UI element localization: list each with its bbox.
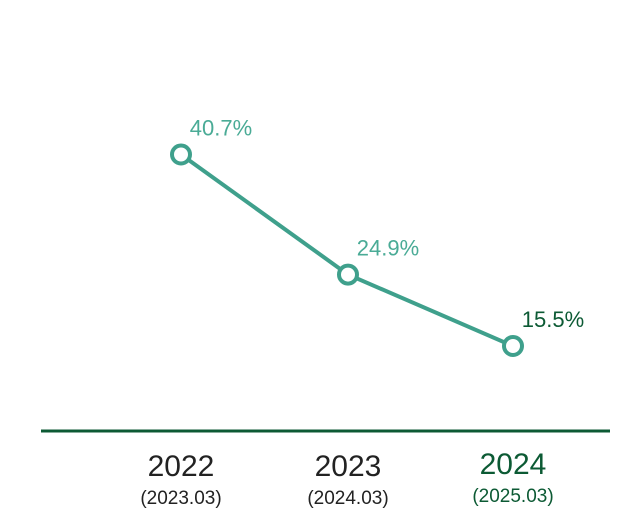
- x-tick-label-2022: 2022: [148, 450, 215, 483]
- x-tick-label-2023: 2023: [315, 450, 382, 483]
- x-tick-sublabel-2022: (2023.03): [140, 488, 221, 509]
- data-label-2024: 15.5%: [522, 307, 584, 332]
- data-label-2022: 40.7%: [190, 116, 252, 141]
- data-point-2023: [337, 263, 359, 286]
- data-label-2023: 24.9%: [357, 236, 419, 261]
- x-tick-sublabel-2024: (2025.03): [472, 486, 553, 507]
- x-tick-label-2024: 2024: [480, 448, 547, 481]
- series-line: [179, 152, 515, 348]
- data-point-2022: [170, 143, 192, 166]
- x-tick-sublabel-2023: (2024.03): [307, 488, 388, 509]
- data-point-2024: [502, 335, 524, 357]
